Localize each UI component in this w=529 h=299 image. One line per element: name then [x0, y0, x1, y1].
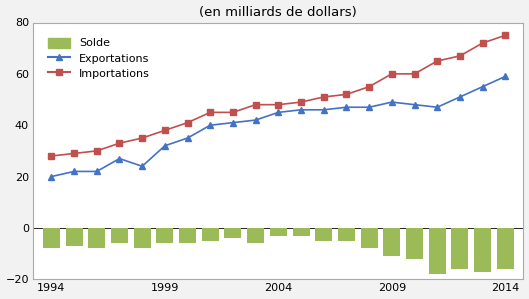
Exportations — [252, 118, 259, 122]
Importations — [252, 103, 259, 106]
Bar — [66, 228, 83, 246]
Line: Importations: Importations — [49, 33, 508, 159]
Importations — [412, 72, 418, 76]
Importations — [366, 85, 372, 89]
Importations — [502, 33, 508, 37]
Importations — [71, 152, 77, 155]
Importations — [94, 149, 100, 153]
Bar — [315, 228, 332, 241]
Bar — [497, 228, 514, 269]
Bar — [406, 228, 423, 259]
Bar — [247, 228, 264, 243]
Exportations — [434, 106, 440, 109]
Exportations — [207, 123, 213, 127]
Exportations — [366, 106, 372, 109]
Legend: Solde, Exportations, Importations: Solde, Exportations, Importations — [44, 33, 154, 83]
Bar — [134, 228, 151, 248]
Exportations — [457, 95, 463, 99]
Bar — [451, 228, 468, 269]
Bar — [43, 228, 60, 248]
Exportations — [162, 144, 168, 147]
Bar — [361, 228, 378, 248]
Exportations — [502, 75, 508, 78]
Exportations — [139, 164, 145, 168]
Bar — [384, 228, 400, 256]
Exportations — [321, 108, 327, 112]
Title: (en milliards de dollars): (en milliards de dollars) — [199, 6, 357, 19]
Importations — [230, 111, 236, 114]
Bar — [111, 228, 128, 243]
Importations — [479, 41, 486, 45]
Importations — [321, 95, 327, 99]
Importations — [185, 121, 191, 124]
Exportations — [230, 121, 236, 124]
Importations — [457, 54, 463, 58]
Bar — [293, 228, 309, 236]
Exportations — [48, 175, 54, 179]
Exportations — [479, 85, 486, 89]
Exportations — [389, 100, 395, 104]
Bar — [224, 228, 241, 238]
Exportations — [275, 111, 281, 114]
Exportations — [94, 170, 100, 173]
Importations — [434, 59, 440, 63]
Exportations — [116, 157, 123, 160]
Exportations — [412, 103, 418, 106]
Exportations — [298, 108, 304, 112]
Bar — [88, 228, 105, 248]
Exportations — [71, 170, 77, 173]
Importations — [116, 141, 123, 145]
Bar — [157, 228, 174, 243]
Importations — [343, 93, 350, 96]
Importations — [48, 154, 54, 158]
Exportations — [185, 136, 191, 140]
Line: Exportations: Exportations — [49, 74, 508, 179]
Bar — [474, 228, 491, 271]
Exportations — [343, 106, 350, 109]
Importations — [162, 129, 168, 132]
Bar — [428, 228, 446, 274]
Importations — [389, 72, 395, 76]
Importations — [207, 111, 213, 114]
Importations — [139, 136, 145, 140]
Bar — [202, 228, 219, 241]
Bar — [270, 228, 287, 236]
Importations — [275, 103, 281, 106]
Bar — [179, 228, 196, 243]
Importations — [298, 100, 304, 104]
Bar — [338, 228, 355, 241]
